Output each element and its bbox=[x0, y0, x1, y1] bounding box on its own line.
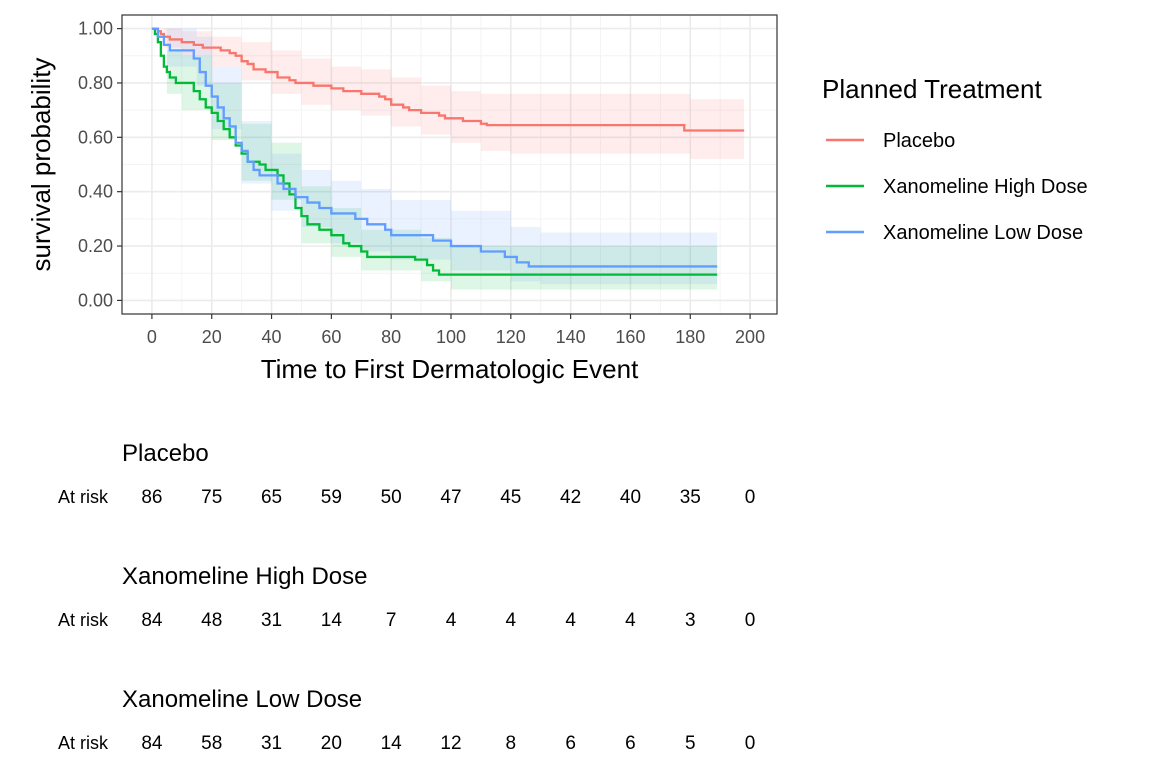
at-risk-count: 48 bbox=[201, 610, 222, 631]
x-tick-label: 200 bbox=[735, 327, 765, 347]
at-risk-count: 40 bbox=[620, 487, 641, 508]
at-risk-count: 4 bbox=[565, 610, 576, 631]
at-risk-count: 86 bbox=[141, 487, 162, 508]
at-risk-count: 84 bbox=[141, 733, 163, 754]
y-tick-label: 0.20 bbox=[78, 236, 113, 256]
at-risk-count: 0 bbox=[745, 487, 756, 508]
at-risk-count: 14 bbox=[381, 733, 403, 754]
at-risk-count: 4 bbox=[625, 610, 636, 631]
legend-label: Xanomeline High Dose bbox=[883, 176, 1088, 198]
at-risk-count: 47 bbox=[440, 487, 461, 508]
minor-gridlines bbox=[122, 15, 777, 314]
x-tick-label: 180 bbox=[675, 327, 705, 347]
y-tick-label: 1.00 bbox=[78, 19, 113, 39]
x-tick-label: 60 bbox=[321, 327, 341, 347]
y-axis-title: survival probability bbox=[26, 58, 56, 272]
y-tick-label: 0.60 bbox=[78, 127, 113, 147]
y-axis: 0.00 0.20 0.40 0.60 0.80 1.00 bbox=[78, 19, 122, 310]
at-risk-count: 0 bbox=[745, 733, 756, 754]
x-tick-label: 0 bbox=[147, 327, 157, 347]
x-tick-label: 80 bbox=[381, 327, 401, 347]
x-tick-label: 40 bbox=[262, 327, 282, 347]
legend-label: Xanomeline Low Dose bbox=[883, 222, 1083, 244]
y-tick-label: 0.00 bbox=[78, 290, 113, 310]
at-risk-count: 4 bbox=[506, 610, 517, 631]
at-risk-label: At risk bbox=[58, 610, 109, 630]
x-tick-label: 120 bbox=[496, 327, 526, 347]
at-risk-count: 45 bbox=[500, 487, 521, 508]
at-risk-count: 12 bbox=[440, 733, 461, 754]
at-risk-count: 20 bbox=[321, 733, 342, 754]
x-tick-label: 140 bbox=[556, 327, 586, 347]
panel-border bbox=[121, 14, 778, 315]
at-risk-count: 31 bbox=[261, 610, 282, 631]
at-risk-count: 4 bbox=[446, 610, 457, 631]
survival-curves bbox=[151, 27, 745, 276]
at-risk-count: 6 bbox=[625, 733, 636, 754]
x-tick-label: 20 bbox=[202, 327, 222, 347]
risk-group-title: Xanomeline Low Dose bbox=[122, 686, 362, 713]
y-tick-label: 0.40 bbox=[78, 182, 113, 202]
risk-group-title: Xanomeline High Dose bbox=[122, 563, 367, 590]
legend-title: Planned Treatment bbox=[822, 74, 1042, 104]
survival-curve-low-dose bbox=[151, 27, 718, 268]
at-risk-count: 65 bbox=[261, 487, 282, 508]
at-risk-count: 31 bbox=[261, 733, 282, 754]
confidence-bands bbox=[151, 28, 745, 290]
at-risk-label: At risk bbox=[58, 487, 109, 507]
major-gridlines bbox=[122, 15, 777, 314]
at-risk-count: 5 bbox=[685, 733, 696, 754]
legend: Planned Treatment Placebo Xanomeline High… bbox=[822, 74, 1088, 244]
ci-band-low-dose bbox=[151, 28, 718, 285]
at-risk-count: 3 bbox=[685, 610, 696, 631]
ci-band-high-dose bbox=[151, 28, 718, 290]
at-risk-count: 75 bbox=[201, 487, 222, 508]
x-axis: 0 20 40 60 80 100 120 140 160 180 200 bbox=[147, 314, 765, 347]
at-risk-count: 8 bbox=[506, 733, 517, 754]
x-axis-title: Time to First Dermatologic Event bbox=[261, 354, 639, 384]
at-risk-count: 0 bbox=[745, 610, 756, 631]
at-risk-count: 35 bbox=[680, 487, 701, 508]
y-tick-label: 0.80 bbox=[78, 73, 113, 93]
at-risk-count: 7 bbox=[386, 610, 397, 631]
at-risk-count: 59 bbox=[321, 487, 342, 508]
at-risk-count: 42 bbox=[560, 487, 581, 508]
ci-band-placebo bbox=[151, 28, 745, 160]
survival-curve-high-dose bbox=[151, 27, 718, 276]
at-risk-label: At risk bbox=[58, 733, 109, 753]
legend-label: Placebo bbox=[883, 130, 955, 152]
at-risk-count: 58 bbox=[201, 733, 222, 754]
survival-curve-placebo bbox=[151, 27, 745, 132]
at-risk-count: 50 bbox=[381, 487, 402, 508]
risk-group-title: Placebo bbox=[122, 440, 209, 467]
x-tick-label: 100 bbox=[436, 327, 466, 347]
at-risk-count: 84 bbox=[141, 610, 163, 631]
at-risk-count: 6 bbox=[565, 733, 576, 754]
x-tick-label: 160 bbox=[615, 327, 645, 347]
at-risk-count: 14 bbox=[321, 610, 343, 631]
